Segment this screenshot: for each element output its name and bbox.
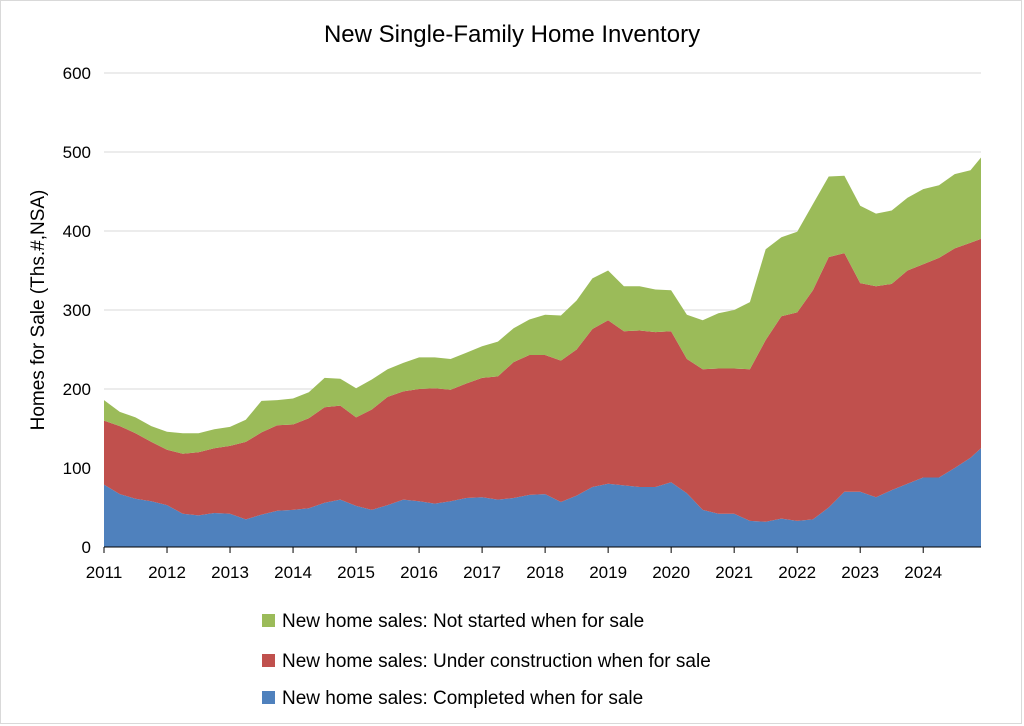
- area-not-started: [104, 157, 981, 454]
- y-tick-label: 200: [63, 380, 91, 399]
- plot-areas: [104, 157, 981, 547]
- area-under-construction: [104, 238, 981, 522]
- area-completed: [104, 448, 981, 547]
- legend-swatch-completed: [262, 691, 275, 704]
- x-tick-label: 2021: [715, 563, 753, 582]
- y-tick-label: 0: [82, 538, 91, 557]
- chart-title: New Single-Family Home Inventory: [324, 21, 700, 48]
- x-tick-label: 2018: [526, 563, 564, 582]
- x-tick-label: 2020: [652, 563, 690, 582]
- x-tick-label: 2013: [211, 563, 249, 582]
- x-tick-label: 2024: [904, 563, 942, 582]
- y-axis-label: Homes for Sale (Ths.#,NSA): [28, 190, 49, 431]
- legend-item-under-construction: New home sales: Under construction when …: [262, 651, 711, 672]
- x-tick-label: 2017: [463, 563, 501, 582]
- legend-label-under-construction: New home sales: Under construction when …: [282, 651, 711, 672]
- legend-swatch-not-started: [262, 614, 275, 627]
- x-tick-label: 2016: [400, 563, 438, 582]
- legend-item-not-started: New home sales: Not started when for sal…: [262, 611, 644, 632]
- y-tick-label: 300: [63, 301, 91, 320]
- y-tick-label: 600: [63, 64, 91, 83]
- legend-item-completed: New home sales: Completed when for sale: [262, 688, 643, 709]
- y-tick-label: 400: [63, 222, 91, 241]
- legend-swatch-under-construction: [262, 654, 275, 667]
- x-tick-label: 2014: [274, 563, 312, 582]
- x-tick-label: 2011: [86, 563, 123, 582]
- x-tick-label: 2022: [778, 563, 816, 582]
- legend-label-completed: New home sales: Completed when for sale: [282, 688, 643, 709]
- legend: New home sales: Not started when for sal…: [262, 611, 711, 709]
- axes: 0 100 200 300 400 500 600 2011 2012 2013 2014 2015 2…: [63, 64, 981, 582]
- y-tick-label: 100: [63, 459, 91, 478]
- y-tick-label: 500: [63, 143, 91, 162]
- x-tick-label: 2019: [589, 563, 627, 582]
- x-tick-label: 2012: [148, 563, 186, 582]
- legend-label-not-started: New home sales: Not started when for sal…: [282, 611, 644, 632]
- x-tick-label: 2023: [841, 563, 879, 582]
- x-tick-label: 2015: [337, 563, 375, 582]
